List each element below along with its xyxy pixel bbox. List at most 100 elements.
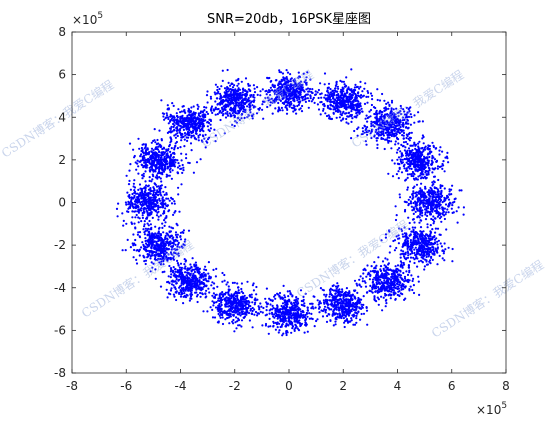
data-point	[199, 295, 202, 298]
data-point	[335, 96, 338, 99]
data-point	[333, 93, 336, 97]
data-point	[152, 205, 155, 209]
data-point	[366, 120, 369, 123]
data-point	[221, 322, 225, 326]
data-point	[151, 238, 154, 242]
data-point	[142, 228, 145, 231]
data-point	[375, 122, 378, 125]
data-point	[349, 92, 352, 95]
data-point	[245, 92, 248, 95]
data-point	[159, 202, 162, 205]
data-point	[294, 108, 297, 111]
data-point	[422, 158, 425, 161]
data-point	[345, 99, 348, 102]
data-point	[409, 113, 412, 116]
data-point	[300, 110, 304, 113]
data-point	[383, 107, 386, 110]
data-point	[324, 97, 327, 100]
data-point	[121, 249, 124, 252]
data-point	[195, 286, 198, 289]
data-point	[311, 88, 314, 91]
data-point	[239, 307, 242, 310]
data-point	[299, 91, 302, 94]
data-point	[186, 116, 189, 119]
data-point	[240, 94, 244, 97]
data-point	[189, 273, 192, 276]
data-point	[247, 300, 250, 303]
data-point	[135, 204, 138, 207]
data-point	[417, 147, 420, 150]
data-point	[225, 296, 228, 299]
data-point	[234, 301, 238, 304]
data-point	[181, 105, 184, 108]
data-point	[168, 225, 171, 228]
data-point	[242, 105, 246, 109]
data-point	[267, 77, 270, 80]
data-point	[375, 139, 378, 142]
data-point	[339, 100, 342, 103]
data-point	[158, 199, 162, 202]
data-point	[406, 176, 409, 179]
data-point	[399, 150, 402, 153]
data-point	[169, 170, 172, 174]
data-point	[162, 204, 165, 208]
data-point	[177, 122, 180, 125]
data-point	[352, 90, 356, 93]
data-point	[429, 224, 432, 227]
data-point	[376, 119, 379, 122]
data-point	[335, 83, 338, 86]
data-point	[153, 199, 156, 202]
data-point	[161, 112, 164, 115]
data-point	[183, 258, 186, 261]
data-point	[359, 80, 362, 83]
data-point	[190, 136, 193, 139]
data-point	[462, 206, 465, 209]
data-point	[159, 250, 162, 254]
data-point	[441, 167, 444, 170]
data-point	[165, 193, 168, 196]
data-point	[236, 96, 239, 99]
data-point	[332, 108, 335, 111]
data-point	[191, 257, 194, 260]
data-point	[240, 99, 243, 102]
data-point	[156, 243, 159, 246]
data-point	[407, 147, 411, 150]
data-point	[185, 157, 188, 160]
data-point	[233, 281, 236, 284]
symbol-cluster	[348, 99, 424, 150]
data-point	[280, 106, 283, 109]
data-point	[116, 215, 119, 218]
data-point	[251, 309, 254, 313]
data-point	[370, 136, 373, 140]
data-point	[162, 249, 165, 253]
data-point	[166, 296, 169, 299]
data-point	[375, 111, 378, 114]
data-point	[134, 207, 137, 210]
data-point	[135, 168, 138, 171]
data-point	[204, 296, 207, 299]
data-point	[435, 193, 438, 196]
data-point	[448, 203, 451, 206]
data-point	[384, 138, 387, 141]
data-point	[186, 267, 189, 270]
data-point	[163, 224, 166, 227]
data-point	[161, 198, 164, 201]
data-point	[204, 292, 207, 295]
data-point	[155, 253, 158, 257]
data-point	[171, 269, 175, 272]
data-point	[163, 167, 166, 170]
data-point	[128, 142, 132, 145]
data-point	[416, 160, 419, 163]
data-point	[422, 191, 425, 194]
data-point	[148, 200, 151, 203]
data-point	[391, 175, 395, 178]
data-point	[328, 97, 331, 100]
data-point	[137, 137, 140, 140]
data-point	[199, 282, 202, 285]
data-point	[435, 203, 438, 206]
data-point	[274, 79, 277, 82]
data-point	[376, 98, 379, 102]
data-point	[410, 174, 413, 178]
data-point	[194, 279, 197, 282]
data-point	[129, 163, 132, 166]
